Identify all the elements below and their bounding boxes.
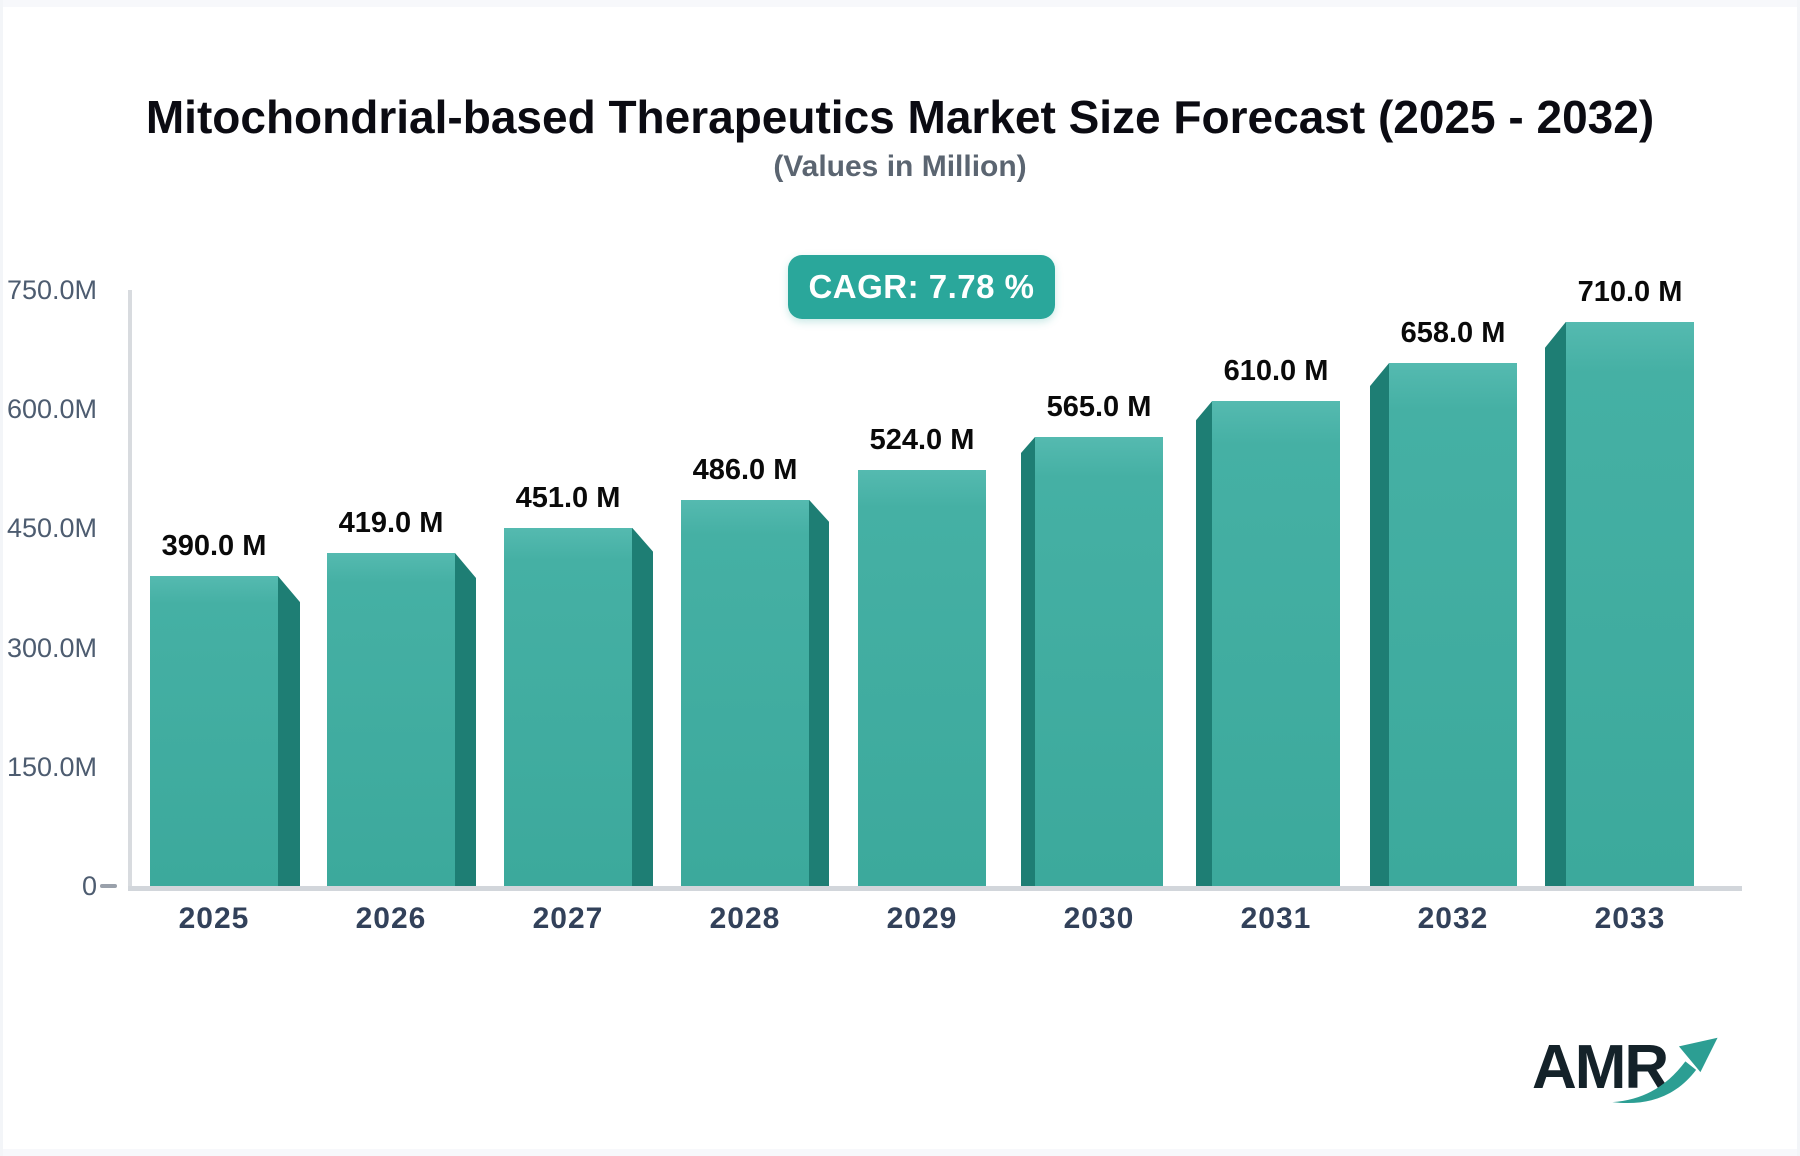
bar-side-panel [278, 576, 300, 886]
bar-value-label: 419.0 M [338, 507, 444, 540]
bar-side-panel [632, 527, 653, 886]
y-tick-label: 0 [81, 871, 97, 901]
bar [150, 576, 278, 886]
amr-logo: AMR [1528, 1030, 1778, 1125]
chart-subtitle: (Values in Million) [773, 150, 1027, 183]
cagr-badge: CAGR: 7.78 % [788, 255, 1055, 319]
x-tick-label: 2026 [355, 902, 427, 935]
x-tick-label: 2031 [1240, 902, 1312, 935]
amr-logo-text: AMR [1532, 1033, 1669, 1102]
x-tick-label: 2027 [532, 902, 604, 935]
bar [681, 499, 809, 886]
x-tick-label: 2033 [1594, 902, 1666, 935]
x-axis-line [128, 886, 1742, 891]
bar [1035, 437, 1163, 886]
bar [504, 527, 632, 886]
y-tick-label: 150.0M [6, 751, 97, 782]
right-edge-strip [1797, 0, 1800, 1156]
bar-side-panel [1196, 401, 1212, 886]
bar-value-label: 390.0 M [161, 530, 267, 563]
x-tick-label: 2025 [178, 902, 250, 935]
bar [327, 553, 455, 886]
x-tick-label: 2029 [886, 902, 958, 935]
bar [1212, 401, 1340, 886]
x-tick-label: 2028 [709, 902, 781, 935]
zero-tick-dash [100, 884, 117, 888]
bar-side-panel [1021, 437, 1035, 886]
bar [1566, 321, 1694, 886]
y-axis-line [128, 290, 132, 888]
bar-value-label: 710.0 M [1577, 275, 1683, 308]
x-tick-label: 2032 [1417, 902, 1489, 935]
left-edge-strip [0, 0, 3, 1156]
top-edge-strip [0, 0, 1800, 7]
trend-up-arrow-icon [1612, 1037, 1718, 1104]
bar-value-label: 610.0 M [1223, 355, 1329, 388]
y-tick-label: 300.0M [6, 632, 97, 663]
bar-value-label: 524.0 M [869, 423, 975, 456]
bottom-edge-strip [0, 1149, 1800, 1156]
bar [1389, 363, 1517, 886]
x-tick-label: 2030 [1063, 902, 1135, 935]
bar-side-panel [1370, 363, 1389, 886]
bar [858, 469, 986, 886]
chart-title: Mitochondrial-based Therapeutics Market … [145, 91, 1655, 143]
bar-value-label: 451.0 M [515, 481, 621, 514]
bar-side-panel [455, 553, 476, 886]
bar-value-label: 658.0 M [1400, 317, 1506, 350]
bar-side-panel [809, 499, 829, 886]
y-tick-label: 600.0M [6, 394, 97, 425]
bar-side-panel [1545, 321, 1566, 886]
bar-value-label: 486.0 M [692, 453, 798, 486]
y-tick-label: 450.0M [6, 513, 97, 544]
y-tick-label: 750.0M [6, 275, 97, 305]
cagr-badge-label: CAGR: 7.78 % [808, 268, 1035, 305]
bar-value-label: 565.0 M [1046, 391, 1152, 423]
